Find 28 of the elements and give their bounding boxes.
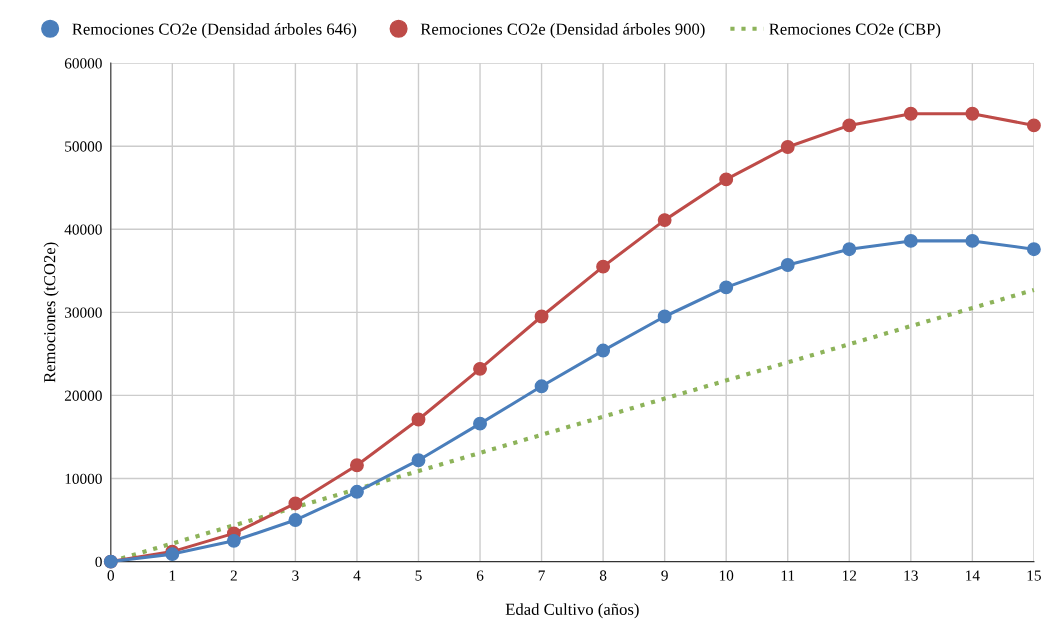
y-tick-label: 60000 — [64, 58, 102, 69]
x-tick-label: 8 — [599, 570, 607, 581]
y-tick-label: 30000 — [64, 307, 102, 318]
y-axis-title: Remociones (tCO2e) — [43, 242, 59, 383]
x-tick-label: 1 — [169, 570, 176, 581]
x-tick-label: 9 — [661, 570, 668, 581]
x-tick-label: 10 — [719, 570, 734, 581]
x-tick-label: 13 — [904, 570, 918, 581]
legend-label: Remociones CO2e (Densidad árboles 900) — [420, 22, 705, 39]
x-tick-label: 11 — [781, 570, 795, 581]
legend-label: Remociones CO2e (Densidad árboles 646) — [72, 22, 357, 39]
x-tick-label: 5 — [415, 570, 422, 581]
x-tick-label: 6 — [476, 570, 484, 581]
x-tick-label: 15 — [1027, 570, 1041, 581]
y-tick-label: 0 — [95, 556, 102, 568]
y-tick-label: 20000 — [64, 390, 102, 401]
x-tick-label: 7 — [538, 570, 545, 581]
y-tick-label: 40000 — [64, 224, 102, 235]
y-tick-label: 10000 — [65, 473, 102, 484]
x-tick-label: 0 — [107, 570, 115, 581]
y-tick-label: 50000 — [65, 141, 102, 152]
x-tick-label: 4 — [353, 570, 361, 581]
x-axis-title: Edad Cultivo (años) — [505, 603, 639, 619]
x-tick-label: 3 — [292, 570, 299, 581]
x-tick-label: 12 — [842, 570, 857, 581]
legend-label: Remociones CO2e (CBP) — [769, 23, 941, 39]
x-tick-label: 14 — [966, 570, 980, 581]
x-tick-label: 2 — [230, 570, 237, 581]
